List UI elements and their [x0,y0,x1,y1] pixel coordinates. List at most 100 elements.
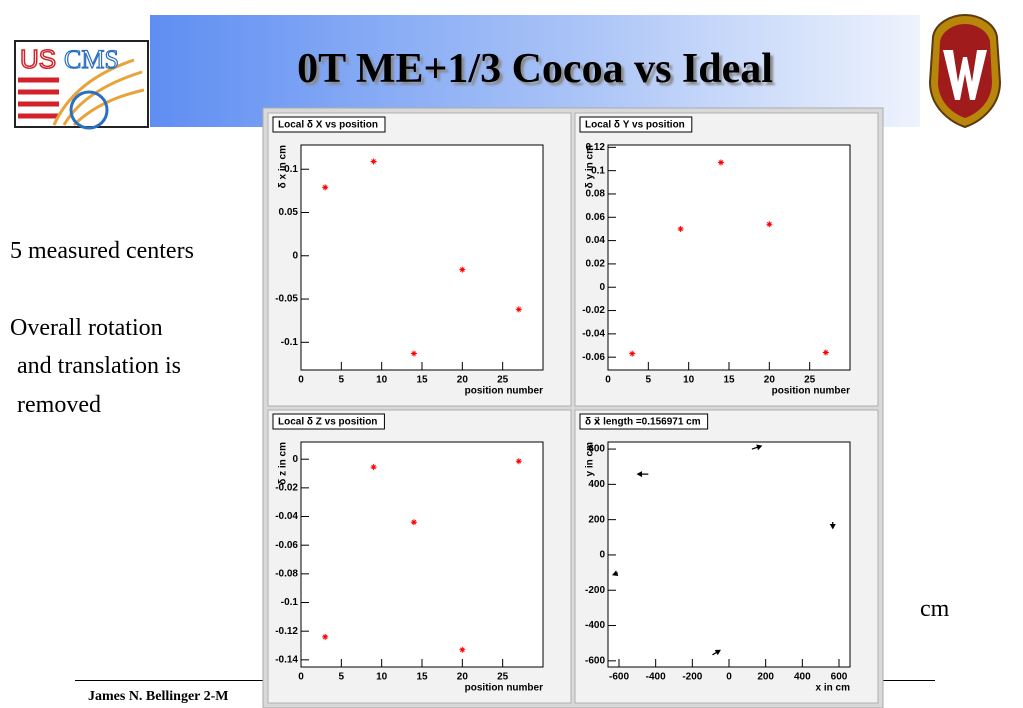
x-axis-label: x in cm [816,683,851,694]
y-axis-label: δ x in cm [278,145,289,188]
note: 5 measured centers [10,238,194,264]
y-tick-label: -0.04 [275,511,298,522]
x-tick-label: 25 [804,375,816,386]
marker [322,633,329,640]
marker [515,306,522,313]
chart-title: δ x⃗ length =0.156971 cm [585,417,701,428]
y-tick-label: 0.1 [591,165,605,176]
chart-title: Local δ Y vs position [585,120,685,131]
note: Overall rotation [10,315,163,341]
y-tick-label: -0.1 [281,337,299,348]
marker [677,225,684,232]
y-axis-label: y in cm [585,442,596,477]
x-axis-label: position number [465,683,543,694]
y-tick-label: 0 [599,282,605,293]
uscms-logo: US CMS [14,40,149,130]
uw-crest [928,13,1002,129]
logo-text: CMS [64,45,119,74]
x-tick-label: 25 [497,375,509,386]
y-tick-label: 0 [292,454,298,465]
marker [822,349,829,356]
y-axis-label: δ z in cm [278,442,289,485]
x-tick-label: 10 [376,375,388,386]
footer: James N. Bellinger 2-M [88,689,229,704]
x-tick-label: 5 [339,672,345,683]
y-tick-label: -0.06 [275,540,298,551]
y-tick-label: -0.14 [275,654,298,665]
y-tick-label: 0.02 [586,259,606,270]
x-tick-label: 600 [831,672,848,683]
plot-frame [300,144,544,371]
marker [717,159,724,166]
y-tick-label: -0.08 [275,568,298,579]
note: and translation is [17,353,181,379]
x-tick-label: 15 [723,375,735,386]
marker [515,458,522,465]
x-axis-label: position number [772,386,850,397]
x-tick-label: 20 [457,672,469,683]
y-tick-label: -400 [585,620,605,631]
title-box [579,413,709,430]
y-tick-label: 0.12 [586,142,606,153]
x-tick-label: 400 [794,672,811,683]
y-tick-label: 200 [588,514,605,525]
marker [370,464,377,471]
x-tick-label: -200 [682,672,702,683]
y-tick-label: 600 [588,444,605,455]
title-box [272,116,386,133]
x-tick-label: 0 [298,672,304,683]
y-tick-label: -0.02 [275,483,298,494]
marker [322,184,329,191]
x-axis-label: position number [465,386,543,397]
x-tick-label: 10 [376,672,388,683]
y-tick-label: -0.12 [275,626,298,637]
plot-frame [607,441,851,668]
note: removed [17,392,101,418]
y-tick-label: -0.06 [582,352,605,363]
x-tick-label: 0 [298,375,304,386]
title-box [579,116,693,133]
x-tick-label: 10 [683,375,695,386]
x-tick-label: 15 [416,375,428,386]
plot-frame [607,144,851,371]
marker [629,350,636,357]
arrow [751,444,763,451]
unit-label: cm [920,596,950,622]
logo-text: US [20,44,56,74]
chart-title: Local δ X vs position [278,120,378,131]
y-tick-label: -0.04 [582,329,605,340]
y-tick-label: 0.05 [279,207,299,218]
marker [410,350,417,357]
x-tick-label: 5 [646,375,652,386]
y-tick-label: -600 [585,655,605,666]
y-tick-label: 0 [292,250,298,261]
y-axis-label: δ y in cm [585,145,596,188]
marker [766,221,773,228]
x-tick-label: 15 [416,672,428,683]
y-tick-label: -0.05 [275,294,298,305]
slide-title: 0T ME+1/3 Cocoa vs Ideal [297,46,773,92]
marker [459,266,466,273]
marker [410,519,417,526]
plot-frame [300,441,544,668]
x-tick-label: 25 [497,672,509,683]
y-tick-label: 0.04 [586,235,606,246]
x-tick-label: 20 [764,375,776,386]
x-tick-label: 0 [726,672,732,683]
arrow [612,570,619,577]
y-tick-label: 0.1 [284,164,298,175]
x-tick-label: -400 [646,672,666,683]
y-tick-label: -0.1 [281,597,299,608]
x-tick-label: 20 [457,375,469,386]
y-tick-label: -200 [585,585,605,596]
y-tick-label: 0 [599,550,605,561]
y-tick-label: 0.08 [586,189,606,200]
arrow [636,471,649,478]
x-tick-label: 0 [605,375,611,386]
marker [370,158,377,165]
x-tick-label: -600 [609,672,629,683]
y-tick-label: 400 [588,479,605,490]
y-tick-label: -0.02 [582,305,605,316]
